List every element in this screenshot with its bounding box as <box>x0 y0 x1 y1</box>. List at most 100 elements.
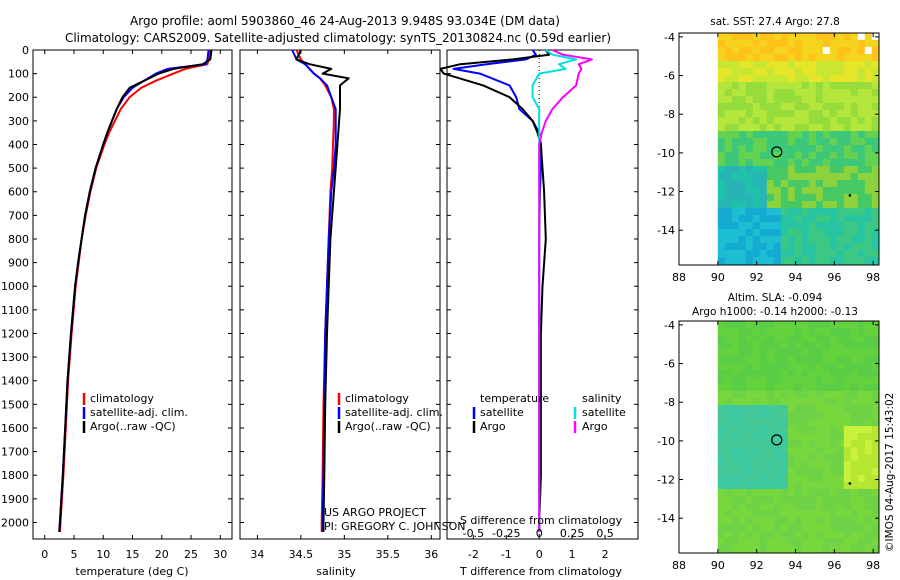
map-cell <box>794 243 803 251</box>
map-cell <box>857 54 866 62</box>
map-cell <box>843 54 852 62</box>
map-cell <box>794 117 803 125</box>
map-cell <box>759 363 768 371</box>
map-cell <box>773 426 782 434</box>
map-cell <box>822 103 831 111</box>
depth-tick-label: 900 <box>8 257 29 270</box>
map-cell <box>843 321 852 329</box>
depth-tick-label: 200 <box>8 91 29 104</box>
map-cell <box>843 524 852 532</box>
map-cell <box>794 236 803 244</box>
map-cell <box>766 468 775 476</box>
map-cell <box>787 412 796 420</box>
map-cell <box>836 159 845 167</box>
map-cell <box>731 75 740 83</box>
map-cell <box>836 187 845 195</box>
map-cell <box>801 250 810 258</box>
map-cell <box>780 321 789 329</box>
map-cell <box>773 229 782 237</box>
map-cell <box>738 82 747 90</box>
map-cell <box>843 377 852 385</box>
map-cell <box>752 356 761 364</box>
map-cell <box>738 117 747 125</box>
map-cell <box>871 166 880 174</box>
map-cell <box>794 377 803 385</box>
map-cell <box>745 96 754 104</box>
map-cell <box>794 482 803 490</box>
map-cell <box>850 145 859 153</box>
map-cell <box>794 257 803 265</box>
map-cell <box>752 138 761 146</box>
map-cell <box>857 391 866 399</box>
map-cell <box>752 110 761 118</box>
map-cell <box>801 229 810 237</box>
map-cell <box>759 545 768 553</box>
map-cell <box>808 531 817 539</box>
map-cell <box>738 201 747 209</box>
map-cell <box>850 166 859 174</box>
map-cell <box>773 215 782 223</box>
map-cell <box>822 370 831 378</box>
map-cell <box>794 531 803 539</box>
depth-tick-label: 1800 <box>1 469 29 482</box>
map-cell <box>857 208 866 216</box>
map-cell <box>822 208 831 216</box>
legend-label-t-argo: Argo <box>480 420 506 433</box>
map-y-tick-label: -12 <box>657 474 675 487</box>
map-cell <box>850 517 859 525</box>
map-cell <box>738 103 747 111</box>
map-cell <box>787 187 796 195</box>
map-cell <box>724 117 733 125</box>
map-cell <box>857 468 866 476</box>
map-cell <box>731 124 740 132</box>
map-cell <box>787 61 796 69</box>
map-cell <box>864 356 873 364</box>
map-cell <box>836 545 845 553</box>
map-cell <box>850 321 859 329</box>
map-cell <box>857 103 866 111</box>
map-cell <box>857 419 866 427</box>
map-cell <box>773 405 782 413</box>
map-cell <box>794 82 803 90</box>
map-cell <box>759 496 768 504</box>
map-cell <box>857 68 866 76</box>
map-cell <box>857 377 866 385</box>
map-cell <box>724 342 733 350</box>
map-cell <box>738 321 747 329</box>
map-cell <box>801 384 810 392</box>
salinity-legend: climatology satellite-adj. clim. Argo(..… <box>337 392 443 433</box>
map-cell <box>822 138 831 146</box>
map-cell <box>731 131 740 139</box>
map-cell <box>801 517 810 525</box>
map-cell <box>717 89 726 97</box>
map-cell <box>864 117 873 125</box>
map-cell <box>724 152 733 160</box>
depth-tick-label: 800 <box>8 233 29 246</box>
map-cell <box>752 510 761 518</box>
map-cell <box>857 356 866 364</box>
map-cell <box>871 335 880 343</box>
map-cell <box>731 222 740 230</box>
map-cell <box>731 405 740 413</box>
map-cell <box>787 447 796 455</box>
map-cell <box>780 89 789 97</box>
map-cell <box>773 54 782 62</box>
map-cell <box>843 482 852 490</box>
map-cell <box>815 138 824 146</box>
map-cell <box>871 40 880 48</box>
map-cell <box>850 349 859 357</box>
map-cell <box>857 405 866 413</box>
depth-tick-label: 2000 <box>1 516 29 529</box>
map-cell <box>808 138 817 146</box>
map-cell <box>794 342 803 350</box>
map-cell <box>871 89 880 97</box>
map-cell <box>780 180 789 188</box>
map-cell <box>773 538 782 546</box>
map-cell <box>738 152 747 160</box>
map-cell <box>724 433 733 441</box>
map-cell <box>773 180 782 188</box>
map-cell <box>773 482 782 490</box>
map-cell <box>717 61 726 69</box>
map-cell <box>731 510 740 518</box>
map-cell <box>773 440 782 448</box>
